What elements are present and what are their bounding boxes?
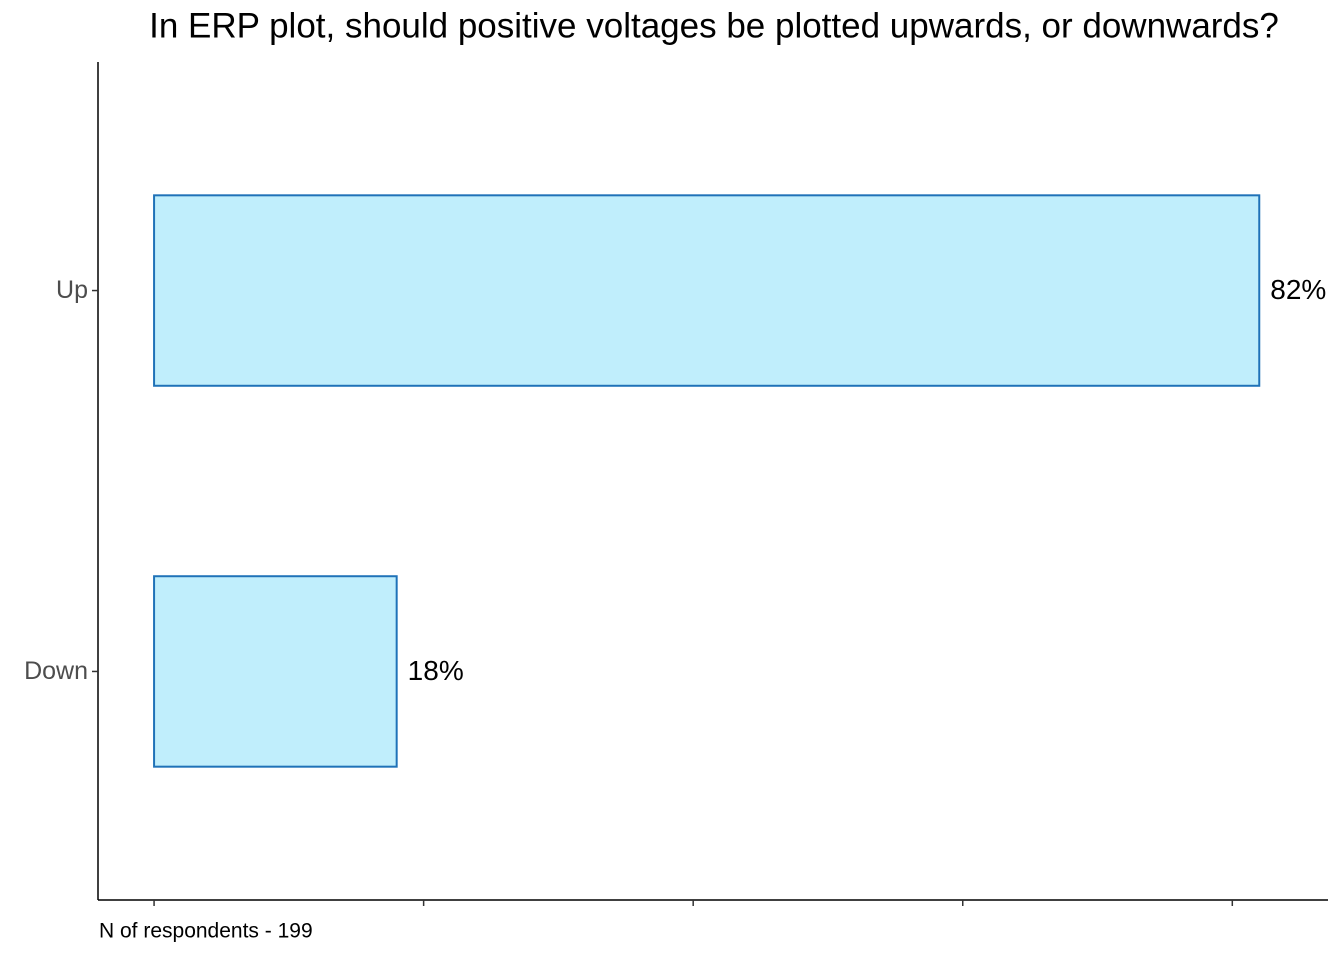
y-tick-label: Down bbox=[24, 657, 88, 685]
bar bbox=[153, 575, 398, 768]
y-tick-label: Up bbox=[56, 276, 88, 304]
caption: N of respondents - 199 bbox=[99, 920, 313, 943]
chart-title: In ERP plot, should positive voltages be… bbox=[149, 6, 1279, 45]
value-label: 18% bbox=[408, 655, 464, 686]
bar bbox=[153, 194, 1261, 387]
value-label: 82% bbox=[1270, 274, 1326, 305]
